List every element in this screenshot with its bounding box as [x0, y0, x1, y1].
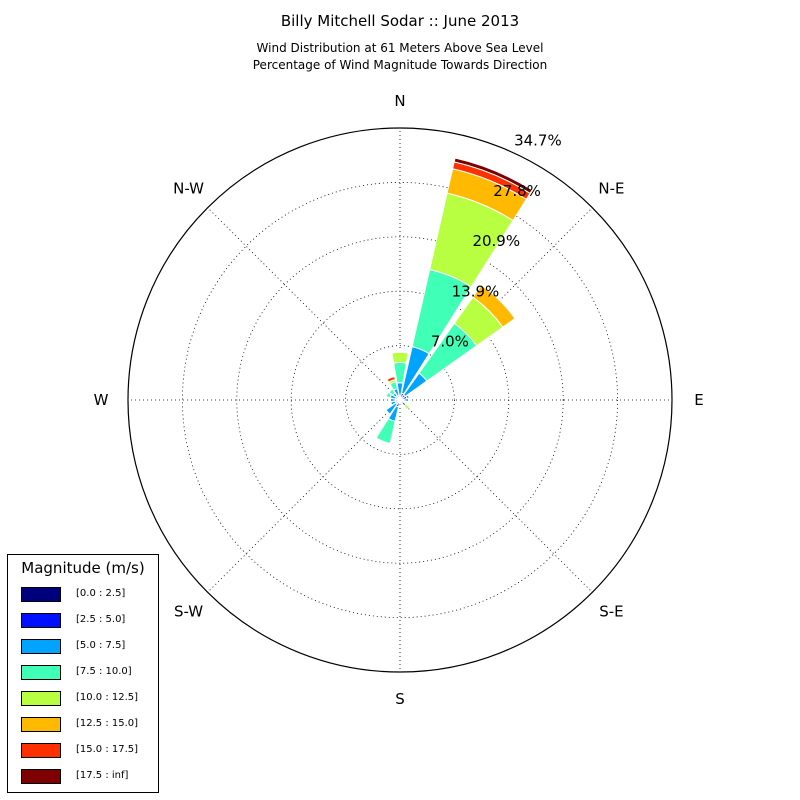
radial-tick-label: 27.8%	[493, 182, 541, 200]
wind-bar-segment	[453, 157, 533, 194]
radial-tick-label: 20.9%	[472, 232, 520, 250]
angular-gridline	[207, 207, 401, 401]
wind-bar-segment	[391, 351, 409, 364]
legend-label: [5.0 : 7.5]	[76, 640, 126, 651]
angular-gridline	[207, 399, 401, 593]
polar-labels: 7.0% 13.9% 20.9% 27.8% 34.7% N N-E E S-E S S-W W N-W	[94, 92, 704, 708]
angular-gridline	[399, 399, 593, 593]
legend-label: [7.5 : 10.0]	[76, 666, 132, 677]
legend-swatch	[21, 691, 61, 706]
chart-subtitle-line-1: Wind Distribution at 61 Meters Above Sea…	[256, 41, 544, 55]
legend-label: [10.0 : 12.5]	[76, 692, 139, 703]
wind-bar-segment	[385, 391, 393, 399]
wind-bar-segment	[386, 375, 396, 383]
legend-swatch	[21, 665, 61, 680]
legend-swatch	[21, 717, 61, 732]
legend-swatch	[21, 639, 61, 654]
direction-label: W	[94, 391, 109, 409]
direction-label: N-E	[598, 180, 624, 198]
direction-label: E	[694, 391, 703, 409]
legend-title: Magnitude (m/s)	[21, 559, 145, 577]
wind-bar-segment	[403, 397, 410, 403]
polar-outer-circle	[127, 127, 673, 673]
legend-label: [2.5 : 5.0]	[76, 614, 126, 625]
wind-bar-segment	[472, 284, 516, 328]
radial-gridline	[236, 236, 564, 564]
wind-bar-segment	[405, 394, 410, 400]
legend: Magnitude (m/s) [0.0 : 2.5] [2.5 : 5.0] [5…	[7, 554, 159, 793]
radial-tick-label: 13.9%	[452, 282, 500, 300]
legend-swatch	[21, 769, 61, 784]
direction-label: S-E	[599, 602, 623, 620]
direction-label: S-W	[174, 602, 203, 620]
legend-label: [0.0 : 2.5]	[76, 588, 126, 599]
wind-bar-segment	[403, 403, 411, 411]
legend-label: [17.5 : inf]	[76, 770, 129, 781]
wind-bar-segment	[390, 397, 396, 403]
legend-swatch	[21, 743, 61, 758]
wind-bar-segment	[390, 400, 397, 406]
wind-bar-segment	[391, 350, 409, 354]
radial-tick-label: 34.7%	[514, 132, 562, 150]
wind-rose-bars	[375, 157, 533, 445]
wind-bar-segment	[385, 402, 398, 415]
direction-label: N	[394, 92, 405, 110]
direction-label: N-W	[173, 180, 204, 198]
wind-bar-segment	[375, 417, 396, 445]
legend-label: [15.0 : 17.5]	[76, 744, 139, 755]
radial-tick-label: 7.0%	[431, 333, 469, 351]
legend-swatch	[21, 613, 61, 628]
chart-subtitle-line-2: Percentage of Wind Magnitude Towards Dir…	[252, 58, 548, 72]
chart-title: Billy Mitchell Sodar :: June 2013	[280, 12, 520, 30]
radial-gridline	[181, 181, 619, 619]
radial-gridline	[345, 345, 455, 455]
legend-label: [12.5 : 15.0]	[76, 718, 139, 729]
direction-label: S	[395, 690, 405, 708]
legend-swatch	[21, 587, 61, 602]
wind-bar-segment	[388, 388, 396, 396]
